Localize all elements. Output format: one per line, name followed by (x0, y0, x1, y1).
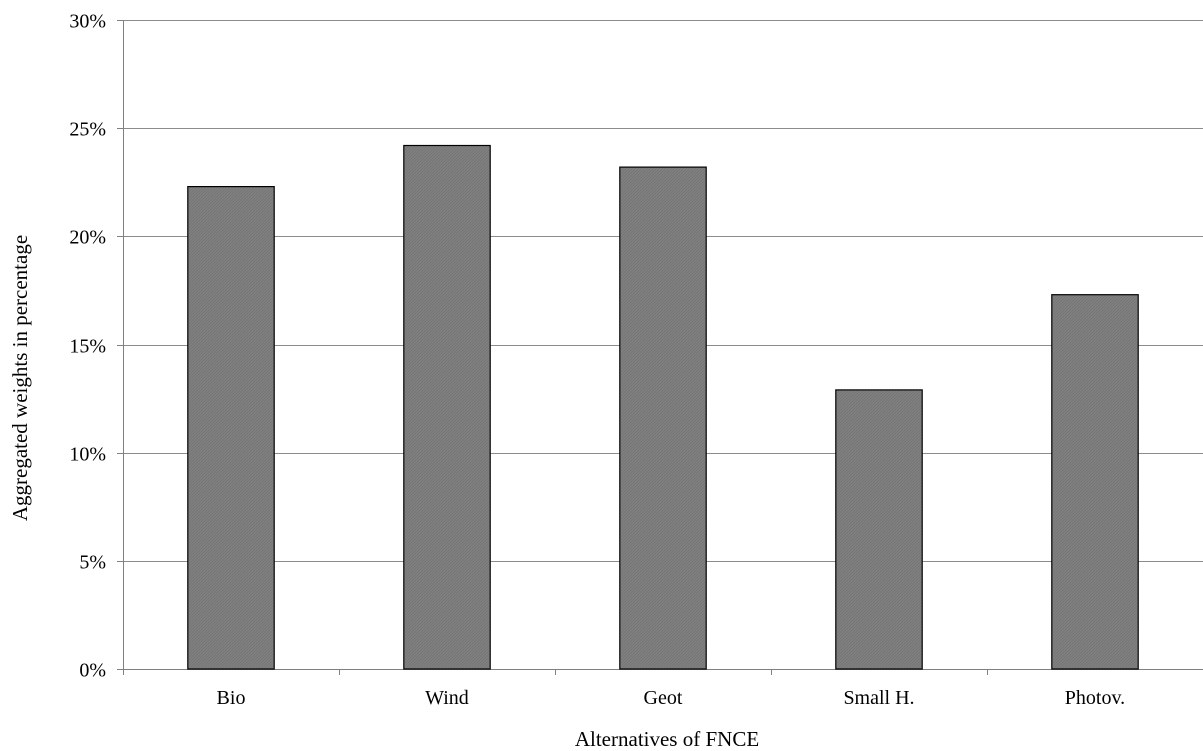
y-tick-label: 0% (79, 660, 106, 682)
tick-labels: 0% 5% 10% 15% 20% 25% 30% Bio Wind Geot Small H. Ph… (69, 11, 1125, 710)
x-tick-label: Wind (425, 687, 469, 709)
x-axis-title: Alternatives of FNCE (575, 727, 759, 751)
bars (187, 144, 1139, 670)
x-tick-label: Small H. (843, 687, 914, 709)
bar-small-h (835, 389, 923, 670)
bar-geot (619, 166, 707, 670)
bar-bio (187, 186, 275, 670)
x-tick-label: Bio (217, 687, 246, 709)
y-axis-title: Aggregated weights in percentage (8, 235, 32, 521)
x-tick-label: Geot (644, 687, 683, 709)
bar-wind (403, 144, 491, 670)
y-tick-label: 30% (69, 11, 106, 33)
bar-photov (1051, 294, 1139, 670)
y-tick-label: 5% (79, 552, 106, 574)
y-tick-label: 15% (69, 336, 106, 358)
y-tick-label: 25% (69, 119, 106, 141)
y-tick-label: 10% (69, 444, 106, 466)
y-tick-label: 20% (69, 227, 106, 249)
x-tick-label: Photov. (1065, 687, 1125, 709)
